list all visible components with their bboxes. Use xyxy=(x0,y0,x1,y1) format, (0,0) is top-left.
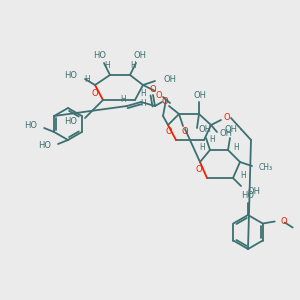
Text: O: O xyxy=(196,166,202,175)
Text: OH: OH xyxy=(194,92,206,100)
Text: OH: OH xyxy=(163,76,176,85)
Text: H: H xyxy=(140,89,146,98)
Text: H: H xyxy=(104,61,110,70)
Text: H: H xyxy=(84,76,90,85)
Text: HO: HO xyxy=(242,191,254,200)
Text: OH: OH xyxy=(224,125,238,134)
Text: O: O xyxy=(150,85,156,94)
Text: OH: OH xyxy=(247,187,260,196)
Text: H: H xyxy=(233,143,239,152)
Text: O: O xyxy=(166,128,172,136)
Text: HO: HO xyxy=(64,71,77,80)
Text: HO: HO xyxy=(64,116,77,125)
Text: CH₃: CH₃ xyxy=(259,164,273,172)
Text: HO: HO xyxy=(94,50,106,59)
Text: H: H xyxy=(199,143,205,152)
Text: O: O xyxy=(156,91,162,100)
Text: O: O xyxy=(281,217,287,226)
Text: H: H xyxy=(209,136,215,145)
Text: H: H xyxy=(120,94,126,103)
Text: OH: OH xyxy=(219,128,232,137)
Text: OH: OH xyxy=(199,125,212,134)
Text: O: O xyxy=(182,127,188,136)
Text: O: O xyxy=(162,98,168,106)
Text: O: O xyxy=(224,112,230,122)
Text: H: H xyxy=(140,98,146,107)
Text: OH: OH xyxy=(134,50,146,59)
Text: H: H xyxy=(240,172,246,181)
Text: HO: HO xyxy=(38,142,51,151)
Text: O: O xyxy=(92,88,98,98)
Text: HO: HO xyxy=(24,122,37,130)
Text: H: H xyxy=(130,61,136,70)
